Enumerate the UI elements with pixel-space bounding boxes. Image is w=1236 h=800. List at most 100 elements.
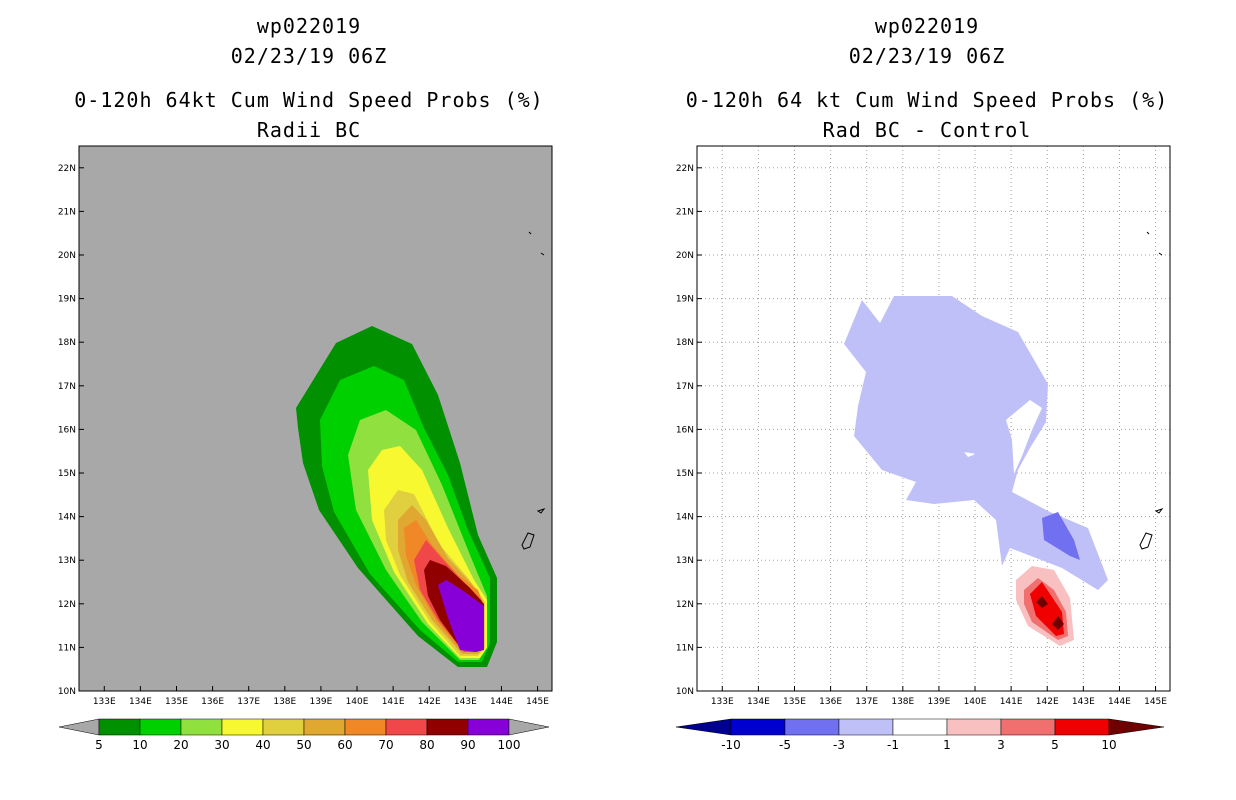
legend-label: -10 — [721, 738, 741, 752]
legend-label: 10 — [1101, 738, 1116, 752]
legend-label: 100 — [498, 738, 521, 752]
right-coastlines — [1139, 231, 1164, 550]
legend-swatch — [262, 718, 305, 736]
y-tick-label: 14N — [676, 513, 694, 523]
right-subtitle: Rad BC - Control — [822, 118, 1032, 142]
left-probability-chart: 133E 134E 135E 136E 137E 138E 139E 140E 141E 142E… — [58, 145, 553, 752]
legend-arrow-high — [1108, 718, 1165, 736]
y-tick-label: 19N — [58, 295, 76, 305]
legend-arrow-low — [675, 718, 732, 736]
y-tick-label: 11N — [58, 643, 76, 653]
y-tick-label: 15N — [676, 469, 694, 479]
left-coastline-islet-north2 — [540, 252, 545, 256]
x-tick-label: 134E — [129, 697, 152, 707]
x-tick-label: 144E — [490, 697, 513, 707]
x-tick-label: 144E — [1108, 697, 1131, 707]
right-legend: -10 -5 -3 -1 1 3 5 10 — [675, 718, 1165, 752]
y-tick-label: 22N — [58, 164, 76, 174]
legend-label: 40 — [255, 738, 270, 752]
y-tick-label: 16N — [58, 425, 76, 435]
x-tick-label: 139E — [927, 697, 950, 707]
left-coastlines — [521, 231, 546, 550]
right-coastline-rota — [1154, 508, 1164, 514]
right-contour-neg-3-to-5 — [1042, 512, 1080, 560]
x-tick-label: 143E — [454, 697, 477, 707]
y-tick-label: 12N — [676, 600, 694, 610]
x-tick-label: 139E — [309, 697, 332, 707]
y-tick-label: 18N — [676, 338, 694, 348]
legend-swatch — [426, 718, 469, 736]
left-coastline-guam — [521, 532, 535, 550]
y-tick-label: 10N — [676, 687, 694, 697]
right-title: 0-120h 64 kt Cum Wind Speed Probs (%) — [685, 88, 1169, 112]
right-contour-neg-1-to-3 — [844, 296, 1108, 590]
legend-swatch — [946, 718, 1002, 736]
right-contour-pos-gt-10-b — [1052, 616, 1064, 630]
legend-label: 20 — [173, 738, 188, 752]
x-tick-label: 136E — [819, 697, 842, 707]
x-tick-label: 145E — [526, 697, 549, 707]
right-panel: wp022019 02/23/19 06Z 0-120h 64 kt Cum W… — [618, 0, 1236, 800]
left-contours — [296, 326, 497, 667]
legend-swatch — [344, 718, 387, 736]
legend-label: 50 — [296, 738, 311, 752]
x-tick-label: 138E — [273, 697, 296, 707]
x-tick-label: 137E — [237, 697, 260, 707]
legend-label: 10 — [132, 738, 147, 752]
right-axes: 133E 134E 135E 136E 137E 138E 139E 140E 141E 142E… — [676, 164, 1167, 707]
y-tick-label: 11N — [676, 643, 694, 653]
x-tick-label: 140E — [964, 697, 987, 707]
legend-label: 80 — [419, 738, 434, 752]
legend-swatch — [467, 718, 510, 736]
left-axes: 133E 134E 135E 136E 137E 138E 139E 140E 141E 142E… — [58, 164, 549, 707]
x-tick-label: 138E — [891, 697, 914, 707]
legend-label: 90 — [460, 738, 475, 752]
y-tick-label: 13N — [676, 556, 694, 566]
y-tick-label: 20N — [58, 251, 76, 261]
x-tick-label: 135E — [165, 697, 188, 707]
x-tick-label: 145E — [1144, 697, 1167, 707]
x-tick-label: 141E — [382, 697, 405, 707]
left-panel: wp022019 02/23/19 06Z 0-120h 64kt Cum Wi… — [58, 14, 553, 752]
legend-swatch — [1000, 718, 1056, 736]
legend-swatch — [892, 718, 948, 736]
legend-swatch — [303, 718, 346, 736]
x-tick-label: 137E — [855, 697, 878, 707]
legend-label: 1 — [943, 738, 951, 752]
legend-label: -1 — [887, 738, 899, 752]
x-tick-label: 141E — [1000, 697, 1023, 707]
y-tick-label: 20N — [676, 251, 694, 261]
x-tick-label: 133E — [711, 697, 734, 707]
x-tick-label: 134E — [747, 697, 770, 707]
left-storm-id: wp022019 — [256, 14, 362, 38]
right-contours — [844, 296, 1108, 646]
left-contour-90 — [438, 580, 484, 652]
y-tick-label: 12N — [58, 600, 76, 610]
right-datetime: 02/23/19 06Z — [848, 44, 1006, 68]
x-tick-label: 135E — [783, 697, 806, 707]
legend-label: 60 — [337, 738, 352, 752]
y-tick-label: 17N — [58, 382, 76, 392]
legend-label: 30 — [214, 738, 229, 752]
x-tick-label: 143E — [1072, 697, 1095, 707]
y-tick-label: 21N — [676, 207, 694, 217]
legend-swatch — [180, 718, 223, 736]
left-coastline-rota — [536, 508, 546, 514]
right-coastline-guam — [1139, 532, 1153, 550]
y-tick-label: 19N — [676, 295, 694, 305]
left-subtitle: Radii BC — [256, 118, 362, 142]
legend-swatch — [385, 718, 428, 736]
left-title: 0-120h 64kt Cum Wind Speed Probs (%) — [74, 88, 544, 112]
legend-swatch — [1054, 718, 1110, 736]
legend-label: 70 — [378, 738, 393, 752]
right-coastline-islet-north — [1146, 231, 1150, 235]
legend-label: 5 — [95, 738, 103, 752]
left-coastline-islet-north — [528, 231, 532, 235]
legend-label: 5 — [1051, 738, 1059, 752]
y-tick-label: 18N — [58, 338, 76, 348]
legend-swatch — [139, 718, 182, 736]
legend-swatch — [838, 718, 894, 736]
legend-label: 3 — [997, 738, 1005, 752]
y-tick-label: 13N — [58, 556, 76, 566]
right-coastline-islet-north2 — [1158, 252, 1163, 256]
